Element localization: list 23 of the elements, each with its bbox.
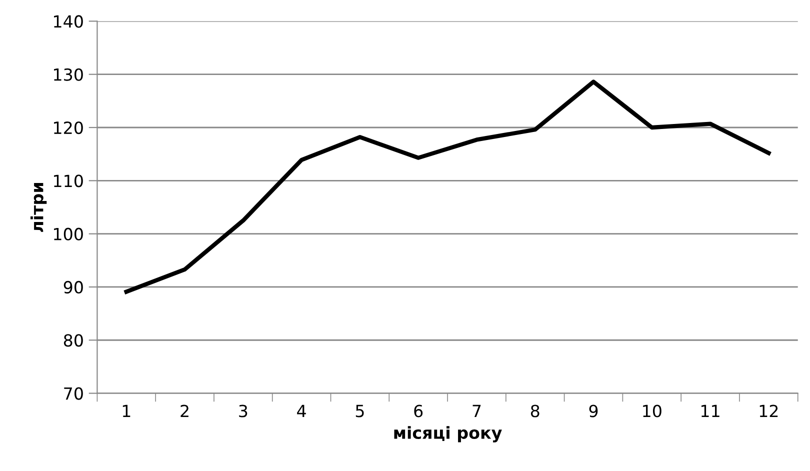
x-tick-label: 1 xyxy=(122,404,130,418)
x-tick-label: 3 xyxy=(239,404,248,418)
line-series xyxy=(124,80,771,294)
x-tick-label: 5 xyxy=(356,404,364,418)
x-tick-label: 9 xyxy=(589,404,598,418)
x-tick-label: 7 xyxy=(472,404,481,418)
x-tick-label: 11 xyxy=(701,404,720,418)
x-tick-label: 2 xyxy=(180,404,188,418)
y-tick-label: 110 xyxy=(54,174,83,188)
y-tick-label: 70 xyxy=(64,387,83,400)
x-tick-label: 4 xyxy=(297,404,306,418)
y-tick-label: 130 xyxy=(54,68,83,81)
x-tick-label: 10 xyxy=(643,404,662,418)
y-tick-label: 120 xyxy=(54,121,83,134)
y-tick-label: 100 xyxy=(54,228,83,240)
y-tick-label: 140 xyxy=(54,15,83,28)
y-tick-label: 90 xyxy=(64,280,83,294)
x-tick-label: 12 xyxy=(760,404,778,418)
y-axis-title: літри xyxy=(30,183,47,232)
y-tick-label: 80 xyxy=(64,334,83,347)
x-axis-title: місяці року xyxy=(394,426,502,442)
x-tick-label: 8 xyxy=(530,404,540,418)
x-tick-label: 6 xyxy=(414,404,423,418)
